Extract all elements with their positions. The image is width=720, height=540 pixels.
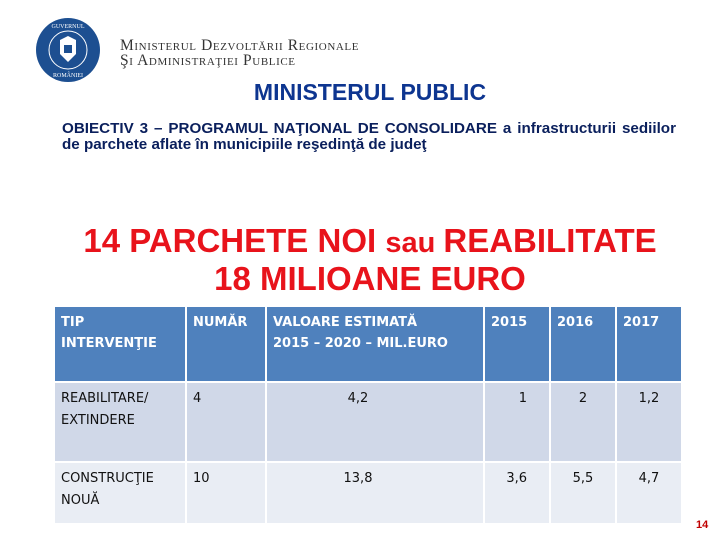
headline-amount: 18 MILIOANE EURO [214,260,526,297]
cell-2016: 2 [551,383,615,461]
cell-2015: 1 [485,383,549,461]
ministry-name-line1: Ministerul Dezvoltării Regionale [120,37,360,54]
ministry-name: Ministerul Dezvoltării Regionale Şi Admi… [120,37,360,69]
slide-title: MINISTERUL PUBLIC [253,79,487,105]
cell-numar: 4 [187,383,265,461]
header-tip-interventie: TIP INTERVENŢIE [55,307,185,381]
cell-2017: 1,2 [617,383,681,461]
header-valoare: VALOARE ESTIMATĂ 2015 – 2020 – MIL.EURO [267,307,483,381]
cell-2017: 4,7 [617,463,681,523]
headline: 14 PARCHETE NOI sau REABILITATE 18 MILIO… [0,222,720,297]
headline-part2: sau [385,227,444,259]
ministry-name-line2: Şi Administraţiei Publice [120,52,296,69]
cell-valoare: 13,8 [267,463,483,523]
cell-2016: 5,5 [551,463,615,523]
table-row: REABILITARE/EXTINDERE 4 4,2 1 2 1,2 [55,383,681,461]
page-number: 14 [696,519,709,531]
header-2016: 2016 [551,307,615,381]
svg-text:ROMÂNIEI: ROMÂNIEI [53,71,83,79]
header-2017: 2017 [617,307,681,381]
svg-text:GUVERNUL: GUVERNUL [52,24,85,30]
headline-part3: REABILITATE [443,222,657,259]
cell-tip: REABILITARE/EXTINDERE [55,383,185,461]
objective-text: OBIECTIV 3 – PROGRAMUL NAŢIONAL DE CONSO… [62,120,676,153]
cell-tip: CONSTRUCŢIE NOUĂ [55,463,185,523]
header-numar: NUMĂR [187,307,265,381]
intervention-table: TIP INTERVENŢIE NUMĂR VALOARE ESTIMATĂ 201… [53,305,683,525]
table-header-row: TIP INTERVENŢIE NUMĂR VALOARE ESTIMATĂ 201… [55,307,681,381]
government-seal-icon: GUVERNUL ROMÂNIEI [36,18,100,82]
cell-valoare: 4,2 [267,383,483,461]
header-2015: 2015 [485,307,549,381]
cell-numar: 10 [187,463,265,523]
headline-part1: 14 PARCHETE NOI [83,222,386,259]
table-row: CONSTRUCŢIE NOUĂ 10 13,8 3,6 5,5 4,7 [55,463,681,523]
cell-2015: 3,6 [485,463,549,523]
